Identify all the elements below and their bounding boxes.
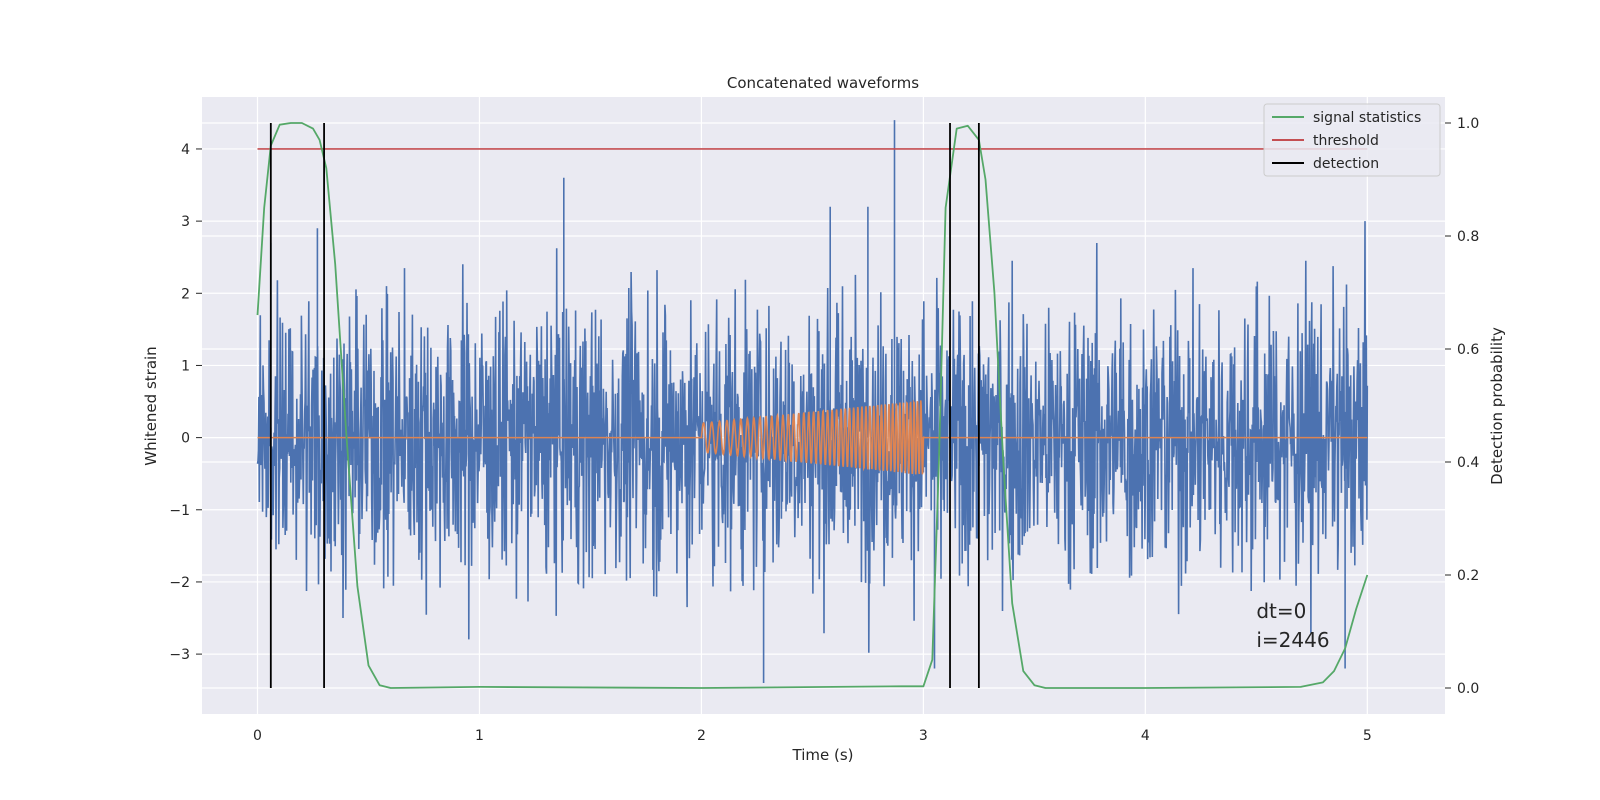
y-tick-label-left: 2 — [181, 286, 190, 302]
y-tick-label-right: 0.8 — [1457, 229, 1479, 245]
x-tick-label: 0 — [253, 728, 262, 744]
legend: signal statistics threshold detection — [1263, 103, 1441, 177]
y-tick-label-right: 0.0 — [1457, 681, 1479, 697]
x-tick-label: 5 — [1363, 728, 1372, 744]
legend-box — [1263, 103, 1441, 177]
y-axis-label-right: Detection probability — [1488, 327, 1506, 485]
x-tick-label: 2 — [697, 728, 706, 744]
y-tick-label-left: 4 — [181, 142, 190, 158]
y-tick-label-right: 0.6 — [1457, 342, 1479, 358]
annotation-index: i=2446 — [1256, 628, 1329, 652]
y-tick-label-left: −2 — [169, 575, 190, 591]
legend-label-threshold: threshold — [1313, 133, 1379, 149]
legend-label-signal-statistics: signal statistics — [1313, 110, 1421, 126]
y-tick-label-right: 0.4 — [1457, 455, 1479, 471]
x-tick-label: 3 — [919, 728, 928, 744]
legend-label-detection: detection — [1313, 156, 1379, 172]
y-axis-label-left: Whitened strain — [142, 346, 160, 465]
series-injected-chirp — [257, 399, 1368, 475]
x-tick-label: 4 — [1141, 728, 1150, 744]
y-tick-label-right: 1.0 — [1457, 116, 1479, 132]
y-tick-label-left: 3 — [181, 214, 190, 230]
annotation-dt: dt=0 — [1256, 599, 1306, 623]
y-tick-label-left: 0 — [181, 431, 190, 447]
x-axis-label: Time (s) — [792, 746, 854, 764]
y-tick-label-left: −1 — [169, 503, 190, 519]
series-layer — [256, 120, 1369, 689]
y-tick-label-left: 1 — [181, 358, 190, 374]
y-tick-label-right: 0.2 — [1457, 568, 1479, 584]
y-tick-label-left: −3 — [169, 647, 190, 663]
series-signal-statistics — [256, 122, 1369, 689]
ticks: 0 1 2 3 4 5 −3 −2 −1 0 1 2 3 4 0.0 0.2 0.4 0.6 0.8 1.0 — [169, 116, 1479, 744]
chart-title: Concatenated waveforms — [727, 74, 919, 92]
x-tick-label: 1 — [475, 728, 484, 744]
